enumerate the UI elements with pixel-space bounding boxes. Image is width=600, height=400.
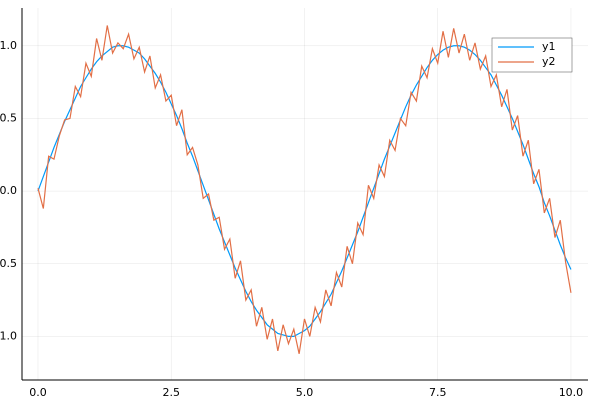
legend-label: y2 [542,55,556,68]
y-tick-label: 1.0 [0,39,17,52]
x-tick-label: 2.5 [162,386,180,399]
series-line [37,25,572,354]
y-tick-label: -0.5 [0,257,17,270]
y-tick-label: -1.0 [0,329,17,342]
y-tick-label: 0.0 [0,184,17,197]
x-tick-label: 5.0 [296,386,314,399]
x-tick-label: 10.0 [559,386,584,399]
y-tick-label: 0.5 [0,111,17,124]
legend-label: y1 [542,40,556,53]
series-line [37,45,572,338]
x-tick-label: 0.0 [29,386,47,399]
legend-box [491,37,573,73]
x-tick-label: 7.5 [429,386,447,399]
